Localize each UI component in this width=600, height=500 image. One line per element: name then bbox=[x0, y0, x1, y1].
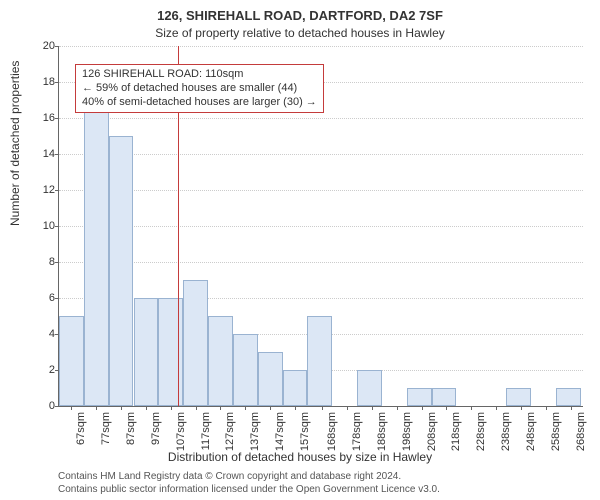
plot-area: 02468101214161820126 SHIREHALL ROAD: 110… bbox=[58, 46, 583, 407]
x-tick-mark bbox=[372, 406, 373, 410]
chart-subtitle: Size of property relative to detached ho… bbox=[0, 26, 600, 40]
x-tick-mark bbox=[96, 406, 97, 410]
x-tick-label: 208sqm bbox=[426, 412, 438, 451]
y-tick-mark bbox=[55, 226, 59, 227]
histogram-bar bbox=[134, 298, 159, 406]
info-box-line: ← 59% of detached houses are smaller (44… bbox=[82, 82, 317, 96]
x-tick-label: 188sqm bbox=[376, 412, 388, 451]
y-tick-mark bbox=[55, 406, 59, 407]
histogram-bar bbox=[556, 388, 581, 406]
gridline bbox=[59, 190, 583, 191]
info-box-line: 126 SHIREHALL ROAD: 110sqm bbox=[82, 68, 317, 82]
y-tick-mark bbox=[55, 118, 59, 119]
x-tick-mark bbox=[121, 406, 122, 410]
x-tick-mark bbox=[446, 406, 447, 410]
x-tick-mark bbox=[245, 406, 246, 410]
x-tick-mark bbox=[71, 406, 72, 410]
x-tick-label: 168sqm bbox=[326, 412, 338, 451]
x-tick-mark bbox=[196, 406, 197, 410]
x-tick-label: 218sqm bbox=[450, 412, 462, 451]
x-axis-label: Distribution of detached houses by size … bbox=[0, 450, 600, 464]
y-tick-label: 4 bbox=[25, 328, 55, 340]
y-tick-label: 10 bbox=[25, 220, 55, 232]
x-tick-label: 157sqm bbox=[299, 412, 311, 451]
x-tick-label: 107sqm bbox=[175, 412, 187, 451]
histogram-bar bbox=[407, 388, 432, 406]
y-tick-mark bbox=[55, 262, 59, 263]
y-tick-label: 8 bbox=[25, 256, 55, 268]
x-tick-label: 117sqm bbox=[200, 412, 212, 450]
y-tick-label: 20 bbox=[25, 40, 55, 52]
x-tick-mark bbox=[471, 406, 472, 410]
y-tick-label: 0 bbox=[25, 400, 55, 412]
histogram-bar bbox=[506, 388, 531, 406]
histogram-bar bbox=[258, 352, 283, 406]
x-tick-mark bbox=[220, 406, 221, 410]
gridline bbox=[59, 226, 583, 227]
y-tick-mark bbox=[55, 154, 59, 155]
x-tick-label: 97sqm bbox=[150, 412, 162, 445]
info-box-line: 40% of semi-detached houses are larger (… bbox=[82, 96, 317, 110]
y-tick-mark bbox=[55, 82, 59, 83]
y-tick-label: 2 bbox=[25, 364, 55, 376]
histogram-bar bbox=[357, 370, 382, 406]
x-tick-mark bbox=[347, 406, 348, 410]
x-tick-label: 238sqm bbox=[500, 412, 512, 451]
x-tick-label: 248sqm bbox=[525, 412, 537, 451]
credit-line-1: Contains HM Land Registry data © Crown c… bbox=[58, 471, 440, 484]
x-tick-label: 127sqm bbox=[224, 412, 236, 451]
histogram-bar bbox=[307, 316, 332, 406]
histogram-bar bbox=[283, 370, 308, 406]
histogram-bar bbox=[183, 280, 208, 406]
gridline bbox=[59, 46, 583, 47]
x-tick-mark bbox=[521, 406, 522, 410]
credit-line-2: Contains public sector information licen… bbox=[58, 484, 440, 497]
info-box: 126 SHIREHALL ROAD: 110sqm← 59% of detac… bbox=[75, 64, 324, 113]
x-tick-mark bbox=[496, 406, 497, 410]
gridline bbox=[59, 262, 583, 263]
x-tick-label: 268sqm bbox=[575, 412, 587, 451]
histogram-bar bbox=[233, 334, 258, 406]
x-tick-label: 137sqm bbox=[249, 412, 261, 451]
x-tick-mark bbox=[295, 406, 296, 410]
histogram-bar bbox=[158, 298, 183, 406]
x-tick-label: 67sqm bbox=[75, 412, 87, 445]
x-tick-mark bbox=[322, 406, 323, 410]
y-tick-label: 16 bbox=[25, 112, 55, 124]
x-tick-mark bbox=[270, 406, 271, 410]
y-tick-mark bbox=[55, 46, 59, 47]
x-tick-label: 147sqm bbox=[274, 412, 286, 451]
x-tick-mark bbox=[571, 406, 572, 410]
x-tick-label: 87sqm bbox=[125, 412, 137, 445]
y-tick-label: 6 bbox=[25, 292, 55, 304]
y-tick-label: 12 bbox=[25, 184, 55, 196]
y-tick-label: 14 bbox=[25, 148, 55, 160]
x-tick-mark bbox=[171, 406, 172, 410]
gridline bbox=[59, 154, 583, 155]
x-tick-label: 198sqm bbox=[401, 412, 413, 451]
gridline bbox=[59, 118, 583, 119]
x-tick-mark bbox=[397, 406, 398, 410]
histogram-bar bbox=[208, 316, 233, 406]
y-tick-label: 18 bbox=[25, 76, 55, 88]
histogram-bar bbox=[59, 316, 84, 406]
y-tick-mark bbox=[55, 190, 59, 191]
x-tick-label: 258sqm bbox=[550, 412, 562, 451]
histogram-bar bbox=[84, 82, 109, 406]
x-tick-label: 178sqm bbox=[351, 412, 363, 451]
y-axis-label: Number of detached properties bbox=[8, 61, 22, 226]
histogram-bar bbox=[109, 136, 134, 406]
x-tick-mark bbox=[422, 406, 423, 410]
x-tick-mark bbox=[546, 406, 547, 410]
y-tick-mark bbox=[55, 298, 59, 299]
x-tick-mark bbox=[146, 406, 147, 410]
chart-title: 126, SHIREHALL ROAD, DARTFORD, DA2 7SF bbox=[0, 8, 600, 23]
credit-text: Contains HM Land Registry data © Crown c… bbox=[58, 471, 440, 496]
x-tick-label: 228sqm bbox=[475, 412, 487, 451]
x-tick-label: 77sqm bbox=[100, 412, 112, 445]
histogram-bar bbox=[432, 388, 457, 406]
chart-container: 126, SHIREHALL ROAD, DARTFORD, DA2 7SF S… bbox=[0, 0, 600, 500]
